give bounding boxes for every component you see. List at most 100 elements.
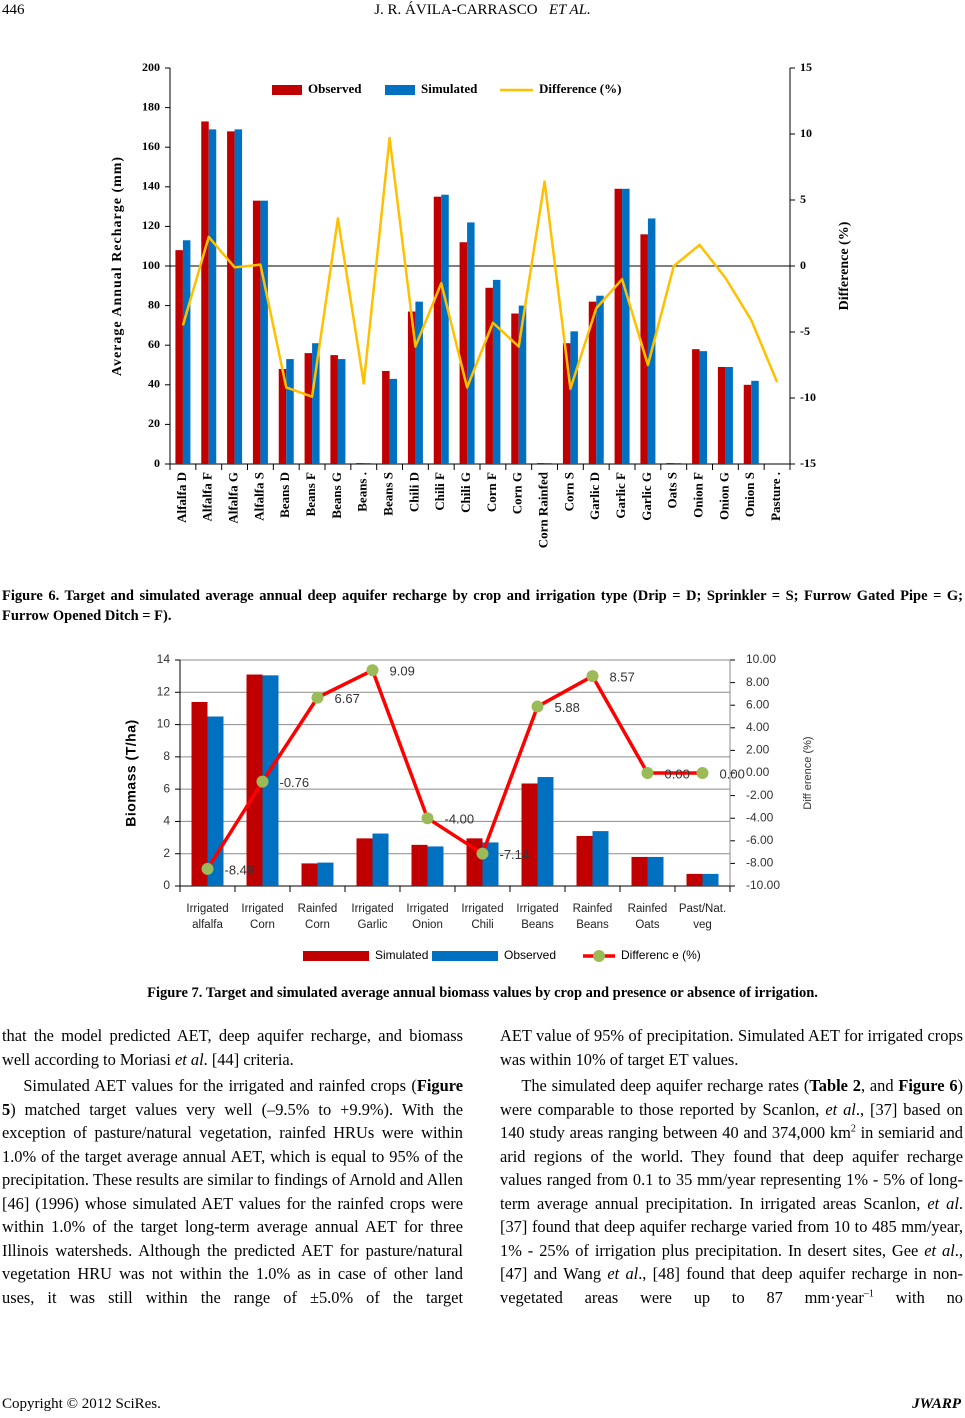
bar: [622, 188, 630, 464]
y2-tick-label: -15: [800, 456, 816, 470]
legend-label: Observed: [308, 81, 362, 96]
y2-axis-title: Difference (%): [837, 221, 852, 310]
marker: [311, 691, 324, 704]
marker: [421, 812, 434, 825]
data-label: -8.49: [225, 862, 255, 877]
table-ref: Table 2: [809, 1076, 861, 1095]
bar: [191, 701, 208, 886]
y-tick-label: 10: [157, 717, 171, 731]
y-tick-label: 4: [163, 814, 170, 828]
text: that the model predicted AET, deep aquif…: [2, 1026, 463, 1069]
bar: [492, 279, 501, 464]
bar: [286, 359, 294, 464]
bar: [312, 343, 320, 464]
y2-tick-label: -8.00: [746, 856, 774, 870]
legend-marker: [593, 950, 605, 962]
text: ., [47] and Wang: [500, 1240, 963, 1284]
x-tick-label: Irrigated alfalfa: [186, 903, 229, 931]
x-tick-label: Past/Nat. veg: [678, 903, 727, 931]
y2-tick-label: 10: [800, 126, 812, 140]
y-tick-label: 6: [163, 781, 170, 795]
data-label: -7.14: [500, 847, 530, 862]
x-tick-label: Onion S: [742, 472, 757, 517]
x-tick-label: Oats S: [665, 472, 680, 508]
marker: [256, 775, 269, 788]
x-tick-label-box: Irrigated alfalfa: [186, 903, 229, 931]
bar: [537, 777, 554, 886]
bar: [317, 862, 334, 886]
bar: [262, 675, 279, 886]
paragraph: that the model predicted AET, deep aquif…: [2, 1024, 463, 1071]
bar: [518, 305, 527, 464]
x-tick-label: Chili G: [458, 472, 473, 513]
bar: [278, 368, 287, 464]
data-label: 0.00: [665, 766, 690, 781]
x-tick-label: Beans G: [329, 472, 344, 519]
text: et al: [927, 1193, 959, 1213]
x-tick-label: Irrigated Onion: [406, 903, 449, 931]
bar: [427, 846, 444, 886]
x-tick-label-box: Irrigated Corn: [241, 903, 283, 931]
y-tick-label: 40: [148, 377, 160, 391]
bar: [485, 287, 493, 464]
x-tick-label: Rainfed Oats: [627, 903, 668, 931]
x-tick-label: Chili F: [432, 472, 447, 511]
y-tick-label: 140: [142, 179, 160, 193]
x-tick-label: Rainfed Beans: [572, 903, 613, 931]
x-tick-label: Irrigated Beans: [516, 903, 559, 931]
x-tick-label-box: Irrigated Beans: [516, 903, 559, 931]
bar: [415, 301, 423, 464]
text: ., [37] based on 140 study areas ranging…: [500, 1099, 963, 1143]
bar: [356, 463, 364, 464]
superscript: 2: [850, 1123, 856, 1135]
y2-tick-label: 2.00: [746, 743, 770, 757]
y2-tick-label: -10: [800, 390, 816, 404]
x-tick-label-box: Rainfed Beans: [572, 903, 613, 931]
x-tick-label: Corn S: [561, 472, 576, 511]
bar: [441, 194, 449, 464]
bar: [692, 349, 700, 464]
x-tick-label: Rainfed Corn: [297, 903, 338, 931]
bar: [743, 384, 752, 464]
y2-tick-label: 8.00: [746, 675, 770, 689]
x-tick-label: Alfalfa G: [226, 472, 241, 524]
y-tick-label: 120: [142, 218, 160, 232]
bar: [330, 355, 338, 464]
legend-label: Simulated: [421, 81, 478, 96]
x-tick-label-box: Irrigated Chili: [461, 903, 503, 931]
data-label: 9.09: [390, 664, 415, 679]
text: et al: [174, 1049, 204, 1069]
legend-swatch: [385, 85, 415, 95]
text: . [37] found that deep aquifer recharge …: [500, 1193, 963, 1260]
legend-swatch: [272, 85, 302, 95]
legend-label: Differenc e (%): [621, 948, 701, 962]
bar: [544, 463, 553, 464]
chart: 0 20 40 60 80 100 120 140 160 180 200 -15 -10 -5 0 5 10 1…: [110, 60, 852, 548]
x-tick-label: Alfalfa S: [251, 472, 266, 521]
bar: [751, 380, 759, 464]
bar: [596, 295, 604, 464]
line: [181, 136, 779, 398]
x-tick-label: Corn Rainfed: [536, 471, 551, 548]
bar: [725, 366, 733, 464]
x-tick-label: Garlic G: [639, 472, 654, 521]
x-tick-label: Beans S: [381, 472, 396, 516]
y-tick-label: 20: [148, 416, 160, 430]
y2-tick-label: 0.00: [746, 765, 770, 779]
bar: [407, 311, 416, 464]
x-tick-label-box: Irrigated Onion: [406, 903, 449, 931]
bar: [702, 873, 719, 886]
text: The simulated deep aquifer recharge rate…: [521, 1076, 810, 1095]
figures: 020406080100120140160180200-15-10-505101…: [110, 60, 852, 962]
x-tick-label-box: Irrigated Garlic: [351, 903, 393, 931]
legend-label: Difference (%): [539, 81, 621, 96]
paragraph: Simulated AET values for the irrigated a…: [2, 1074, 463, 1309]
bar: [304, 353, 313, 464]
bar: [389, 378, 398, 464]
copyright: Copyright © 2012 SciRes.: [2, 1396, 161, 1412]
figure-caption: Figure 6. Target and simulated average a…: [2, 588, 963, 624]
y-tick-label: 0: [163, 878, 170, 892]
y2-tick-label: 5: [800, 192, 806, 206]
bar: [246, 674, 263, 886]
y2-tick-label: -6.00: [746, 833, 774, 847]
